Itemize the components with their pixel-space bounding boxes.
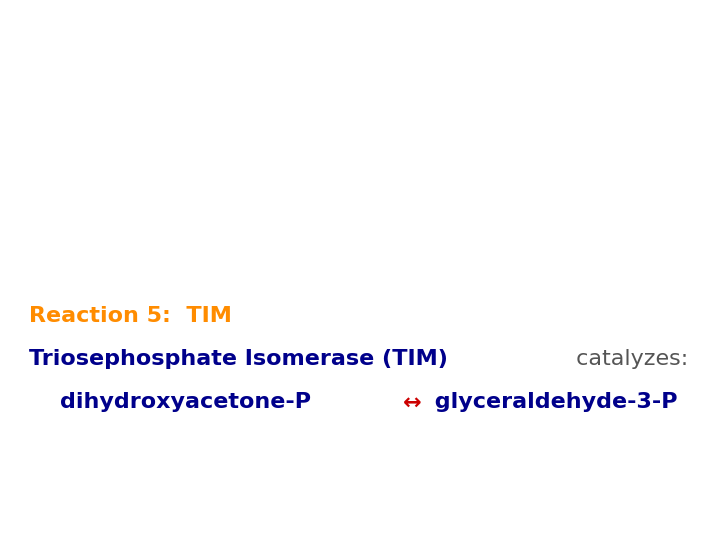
- Text: Triosephosphate Isomerase (TIM): Triosephosphate Isomerase (TIM): [29, 349, 448, 369]
- Text: ↔: ↔: [402, 392, 421, 413]
- Text: catalyzes:: catalyzes:: [570, 349, 688, 369]
- Text: dihydroxyacetone-P: dihydroxyacetone-P: [29, 392, 318, 413]
- Text: glyceraldehyde-3-P: glyceraldehyde-3-P: [427, 392, 678, 413]
- Text: Reaction 5:  TIM: Reaction 5: TIM: [29, 306, 232, 326]
